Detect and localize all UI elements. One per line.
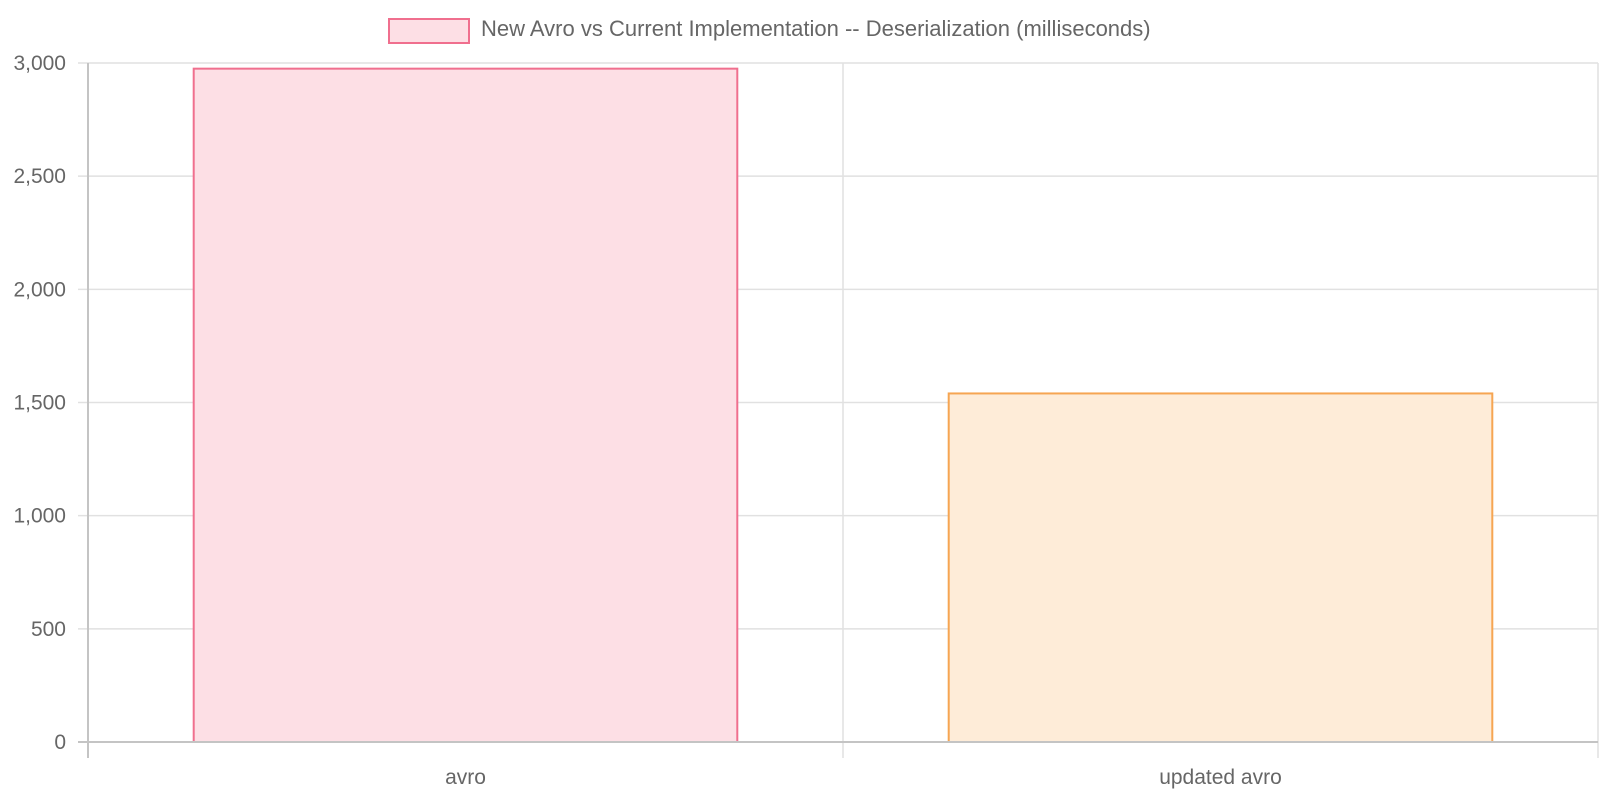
y-tick-label: 2,500	[13, 165, 66, 188]
y-tick-label: 0	[54, 731, 66, 754]
bar-avro[interactable]	[192, 67, 739, 744]
bars	[192, 67, 1494, 744]
legend-label[interactable]: New Avro vs Current Implementation -- De…	[481, 16, 1151, 41]
x-tick-label: updated avro	[1159, 766, 1282, 789]
legend-color-box[interactable]	[388, 18, 470, 44]
axes: 0 500 1,000 1,500 2,000 2,500 3,000 avro updated…	[13, 52, 1598, 789]
x-tick-label: avro	[445, 766, 486, 789]
legend[interactable]: New Avro vs Current Implementation -- De…	[388, 16, 1151, 44]
y-tick-label: 1,500	[13, 392, 66, 415]
bar-updated-avro[interactable]	[947, 392, 1494, 743]
y-tick-label: 2,000	[13, 278, 66, 301]
y-tick-label: 3,000	[13, 52, 66, 75]
y-tick-label: 500	[31, 618, 66, 641]
y-tick-label: 1,000	[13, 505, 66, 528]
